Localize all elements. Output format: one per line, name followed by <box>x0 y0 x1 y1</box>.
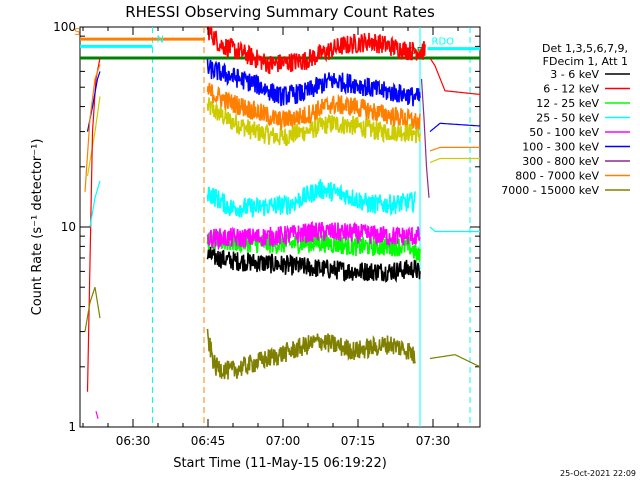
series-50-100-kev <box>95 220 421 419</box>
legend-label-100-300-kev: 100 - 300 keV <box>522 141 599 154</box>
series-25-50-kev-segment-0 <box>89 180 101 228</box>
legend-label-300-800-kev: 300 - 800 keV <box>522 155 599 168</box>
legend-label-800-7000-kev: 800 - 7000 keV <box>515 170 599 183</box>
series-7000-15000-kev-segment-0 <box>84 287 101 332</box>
series-7000-15000-kev <box>84 287 481 380</box>
extra-series-0-segment-2 <box>429 157 480 164</box>
y-tick-labels: 1 10 100 <box>53 20 480 434</box>
legend-label-25-50-kev: 25 - 50 keV <box>536 112 599 125</box>
series-800-7000-kev <box>84 64 480 192</box>
flag-label-n: N <box>157 34 164 45</box>
series-100-300-kev-segment-2 <box>429 122 481 133</box>
x-tick-label-1: 06:45 <box>191 434 226 448</box>
x-axis-label: Start Time (11-May-15 06:19:22) <box>173 456 387 471</box>
extra-series-0 <box>86 96 480 177</box>
series-800-7000-kev-segment-2 <box>429 146 480 152</box>
series-3-6-kev <box>206 246 421 283</box>
legend-label-6-12-kev: 6 - 12 keV <box>543 83 599 96</box>
x-tick-labels: 06:30 06:45 07:00 07:15 07:30 <box>116 27 451 448</box>
y-tick-label-2: 100 <box>53 20 76 34</box>
series-25-50-kev-segment-1 <box>206 179 416 218</box>
x-tick-label-0: 06:30 <box>116 434 151 448</box>
series-6-12-kev-segment-1 <box>206 26 426 75</box>
y-tick-label-0: 1 <box>68 420 76 434</box>
series-300-800-kev <box>420 78 430 198</box>
series-100-300-kev-segment-1 <box>206 59 421 107</box>
series-50-100-kev-segment-1 <box>206 220 421 251</box>
x-tick-label-2: 07:00 <box>266 434 301 448</box>
flag-label-s: S <box>74 27 80 38</box>
series-800-7000-kev-segment-0 <box>84 64 101 192</box>
series-7000-15000-kev-segment-2 <box>429 354 481 368</box>
series-300-800-kev-segment-0 <box>420 78 430 198</box>
chart-title: RHESSI Observing Summary Count Rates <box>125 3 435 21</box>
legend-label-3-6-kev: 3 - 6 keV <box>550 68 599 81</box>
legend-label-12-25-kev: 12 - 25 keV <box>536 97 599 110</box>
y-tick-label-1: 10 <box>61 220 76 234</box>
series-25-50-kev <box>89 179 480 233</box>
series-50-100-kev-segment-0 <box>95 411 99 419</box>
series-800-7000-kev-segment-1 <box>206 82 421 130</box>
extra-series-0-segment-1 <box>206 97 421 147</box>
legend-header-line-1: Det 1,3,5,6,7,9, <box>542 42 628 55</box>
legend-label-7000-15000-kev: 7000 - 15000 keV <box>501 184 599 197</box>
legend-label-50-100-kev: 50 - 100 keV <box>529 126 599 139</box>
series-3-6-kev-segment-0 <box>206 246 421 283</box>
flag-label-rdo: RDO <box>432 37 455 48</box>
series-25-50-kev-segment-2 <box>429 226 480 233</box>
generation-timestamp: 25-Oct-2021 22:09 <box>560 469 636 478</box>
legend-header-line-2: FDecim 1, Att 1 <box>543 55 628 68</box>
y-axis-label: Count Rate (s⁻¹ detector⁻¹) <box>30 139 45 316</box>
x-tick-label-4: 07:30 <box>416 434 451 448</box>
series-6-12-kev-segment-2 <box>429 57 480 96</box>
x-tick-label-3: 07:15 <box>341 434 376 448</box>
extra-series-0-segment-0 <box>86 96 101 177</box>
count-rate-series <box>84 26 481 419</box>
series-7000-15000-kev-segment-1 <box>206 328 416 380</box>
